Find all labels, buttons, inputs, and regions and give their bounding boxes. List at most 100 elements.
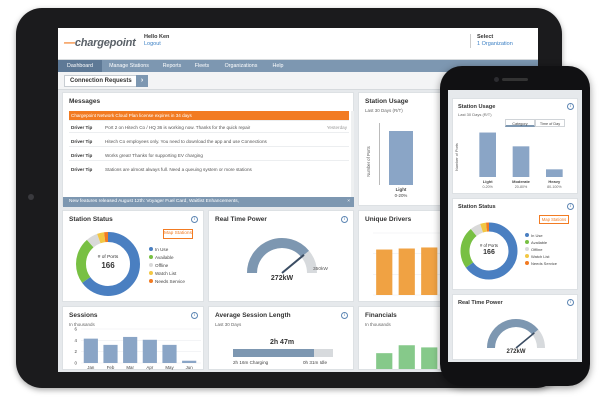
phone-power-gauge (487, 319, 545, 349)
connection-requests-button[interactable]: Connection Requests › (64, 75, 148, 87)
app-header: —chargepoint Hello Ken Logout Select 1 O… (58, 28, 538, 60)
legend-available[interactable]: Available (149, 255, 174, 261)
y-tick-label: 0 (75, 361, 78, 366)
avg-session-card: Average Session Length Last 30 Days i 2h… (208, 306, 354, 370)
info-icon[interactable]: i (191, 216, 198, 223)
usage-bar-light[interactable] (389, 131, 413, 185)
y-tick-label: 6 (75, 327, 78, 332)
x-tick-label: Light (483, 179, 493, 184)
message-kind: Driver Tip (71, 153, 93, 158)
phone-device: Station Usage Last 30 Days (R/T) i Categ… (440, 66, 590, 386)
close-icon[interactable]: × (347, 199, 350, 204)
avg-session-bar (233, 349, 333, 357)
x-tick-label: May (165, 365, 174, 370)
phone-legend-needs-service[interactable]: Needs Service (525, 261, 557, 267)
legend-label: Offline (155, 263, 169, 268)
phone-station-usage-card: Station Usage Last 30 Days (R/T) i Categ… (452, 98, 578, 194)
logo-text: chargepoint (74, 37, 136, 49)
message-row[interactable]: Driver Tip Works great! Thanks for suppo… (69, 151, 349, 161)
x-tick-label: Apr (146, 365, 153, 370)
legend-swatch (149, 279, 153, 283)
message-row[interactable]: Driver Tip Port 2 on Hitech Co / HQ 36 i… (69, 123, 349, 133)
feature-banner[interactable]: New features released August 12th: Voyag… (63, 197, 354, 207)
x-range-label: 80-100% (547, 185, 562, 189)
station-usage-subtitle: Last 30 Days (R/T) (365, 108, 403, 113)
legend-swatch (149, 247, 153, 251)
legend-swatch (525, 240, 529, 244)
info-icon[interactable]: i (567, 299, 574, 306)
organization-value[interactable]: 1 Organization (477, 41, 513, 47)
info-icon[interactable]: i (191, 312, 198, 319)
nav-reports[interactable]: Reports (162, 63, 182, 69)
organization-selector[interactable]: Select 1 Organization (470, 34, 513, 48)
phone-real-time-power-title: Real Time Power (458, 300, 503, 306)
tab-category[interactable]: Category (505, 119, 535, 127)
x-tick-label: Jan (87, 365, 95, 370)
phone-legend-offline[interactable]: Offline (525, 247, 543, 253)
real-time-power-title: Real Time Power (215, 216, 267, 223)
bar (479, 132, 496, 177)
bar (512, 146, 530, 177)
phone-legend-available[interactable]: Available (525, 240, 547, 246)
map-stations-button[interactable]: Map Stations (163, 229, 193, 239)
bar (182, 360, 197, 363)
nav-fleets[interactable]: Fleets (194, 63, 210, 69)
sessions-title: Sessions (69, 312, 98, 319)
message-text: Works great! Thanks for supporting EV ch… (105, 153, 203, 158)
phone-station-status-donut[interactable] (457, 219, 521, 283)
phone-y-axis-label: Number of Ports (454, 143, 459, 171)
info-icon[interactable]: i (341, 312, 348, 319)
x-tick-label: Heavy (548, 179, 561, 184)
message-row[interactable]: Driver Tip Stations are almost always fu… (69, 165, 349, 175)
legend-label: Needs Service (531, 261, 558, 266)
legend-label: Watch List (531, 254, 550, 259)
station-status-donut[interactable] (73, 229, 143, 299)
logout-link[interactable]: Logout (144, 41, 161, 47)
legend-watch-list[interactable]: Watch List (149, 271, 176, 277)
nav-help[interactable]: Help (272, 63, 284, 69)
legend-swatch (149, 255, 153, 259)
phone-station-usage-title: Station Usage (458, 104, 496, 110)
info-icon[interactable]: i (567, 203, 574, 210)
chargepoint-logo[interactable]: —chargepoint (64, 37, 136, 49)
power-max: 350kW (313, 267, 328, 272)
legend-offline[interactable]: Offline (149, 263, 168, 269)
message-date: Yesterday (326, 125, 347, 130)
nav-organizations[interactable]: Organizations (224, 63, 258, 69)
tab-time-of-day[interactable]: Time of Day (535, 119, 565, 127)
power-gauge (247, 238, 317, 274)
messages-card: Messages Chargepoint Network Cloud Plan … (62, 92, 354, 207)
message-kind: Driver Tip (71, 167, 93, 172)
nav-dashboard[interactable]: Dashboard (58, 60, 102, 72)
messages-scrollbar[interactable] (351, 111, 354, 197)
x-tick-label: Jun (186, 365, 194, 370)
y-axis-label: Number of Ports (365, 146, 371, 177)
user-greeting: Hello Ken (144, 34, 170, 40)
message-row[interactable]: Driver Tip Hitech Co employees only. You… (69, 137, 349, 147)
message-text: Port 2 on Hitech Co / HQ 36 is working n… (105, 125, 251, 130)
legend-needs-service[interactable]: Needs Service (149, 279, 185, 285)
legend-in-use[interactable]: In Use (149, 247, 168, 253)
messages-title: Messages (69, 98, 101, 105)
info-icon[interactable]: i (567, 103, 574, 110)
bar (103, 344, 118, 363)
station-usage-title: Station Usage (365, 98, 409, 105)
sessions-card: Sessions In thousands i 6 4 2 0 Jan Feb Mar Apr… (62, 306, 204, 370)
subheader-bar: Connection Requests › (58, 72, 538, 90)
donut-center-label: # of Ports (97, 255, 119, 260)
avg-session-total: 2h 47m (269, 339, 295, 346)
avg-session-title: Average Session Length (215, 312, 291, 319)
phone-map-stations-button[interactable]: Map Stations (539, 215, 569, 224)
message-text: Hitech Co employees only. You need to do… (105, 139, 267, 144)
license-alert[interactable]: Chargepoint Network Cloud Plan license e… (69, 111, 349, 121)
nav-manage-stations[interactable]: Manage Stations (109, 63, 149, 69)
legend-label: Available (531, 240, 548, 245)
usage-category-label: Light (395, 187, 407, 192)
phone-legend-in-use[interactable]: In Use (525, 233, 543, 239)
charging-time: 2h 16m Charging (233, 360, 269, 365)
legend-swatch (525, 254, 529, 258)
feature-banner-text: New features released August 12th: Voyag… (69, 199, 239, 204)
phone-legend-watch-list[interactable]: Watch List (525, 254, 550, 260)
station-status-title: Station Status (69, 216, 113, 223)
info-icon[interactable]: i (341, 216, 348, 223)
